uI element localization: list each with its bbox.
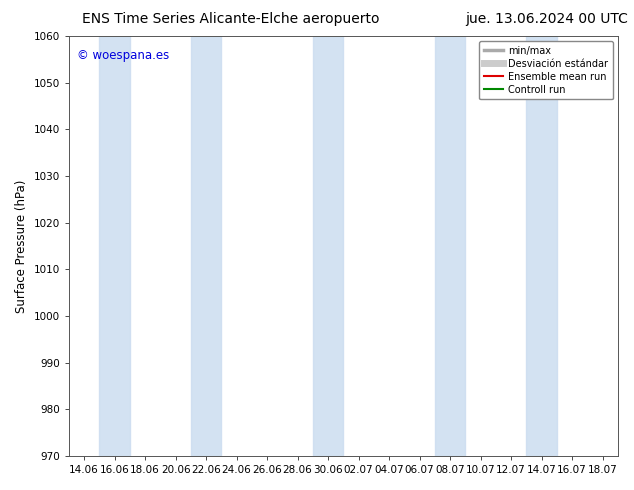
Text: jue. 13.06.2024 00 UTC: jue. 13.06.2024 00 UTC (465, 12, 628, 26)
Bar (100, 36, 130, 456)
Legend: min/max, Desviación estándar, Ensemble mean run, Controll run: min/max, Desviación estándar, Ensemble m… (479, 41, 613, 99)
Bar (526, 36, 557, 456)
Bar (191, 36, 221, 456)
Bar (313, 36, 343, 456)
Y-axis label: Surface Pressure (hPa): Surface Pressure (hPa) (15, 179, 28, 313)
Text: ENS Time Series Alicante-Elche aeropuerto: ENS Time Series Alicante-Elche aeropuert… (82, 12, 380, 26)
Bar (435, 36, 465, 456)
Text: © woespana.es: © woespana.es (77, 49, 169, 62)
